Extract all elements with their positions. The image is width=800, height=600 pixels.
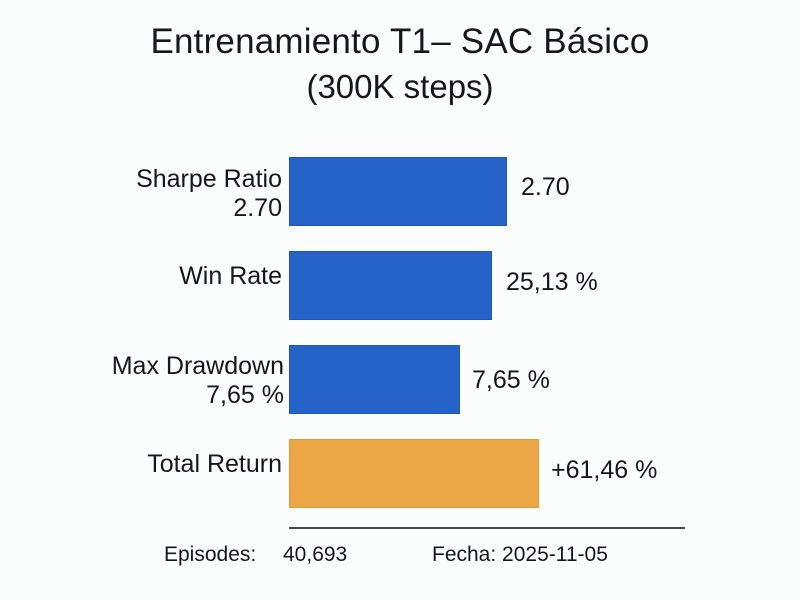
episodes-value: 40,693 (283, 543, 348, 566)
chart-subtitle: (300K steps) (306, 68, 494, 105)
row-label-total-return: Total Return (147, 450, 282, 479)
x-axis-line (289, 527, 685, 529)
bar-total-return (289, 439, 539, 508)
date-label: Fecha: 2025-11-05 (432, 543, 608, 566)
episodes-label: Episodes: (164, 543, 257, 566)
category-sublabel: 2.70 (233, 194, 282, 222)
chart-title: Entrenamiento T1– SAC Básico (150, 22, 650, 61)
row-label-sharpe: Sharpe Ratio 2.70 (136, 165, 282, 223)
bar-sharpe-ratio (289, 157, 507, 226)
value-label-sharpe: 2.70 (521, 173, 570, 201)
bar-max-drawdown (289, 345, 460, 414)
category-label: Win Rate (179, 262, 282, 290)
value-label-total-return: +61,46 % (551, 456, 658, 484)
category-label: Max Drawdown (111, 352, 284, 380)
row-label-win-rate: Win Rate (179, 262, 282, 291)
value-label-max-drawdown: 7,65 % (472, 366, 550, 394)
category-label: Total Return (147, 450, 282, 478)
row-label-max-drawdown: Max Drawdown 7,65 % (112, 352, 284, 410)
bar-win-rate (289, 251, 492, 320)
category-label: Sharpe Ratio (136, 165, 282, 193)
category-sublabel: 7,65 % (206, 381, 284, 409)
value-label-win-rate: 25,13 % (506, 268, 598, 296)
